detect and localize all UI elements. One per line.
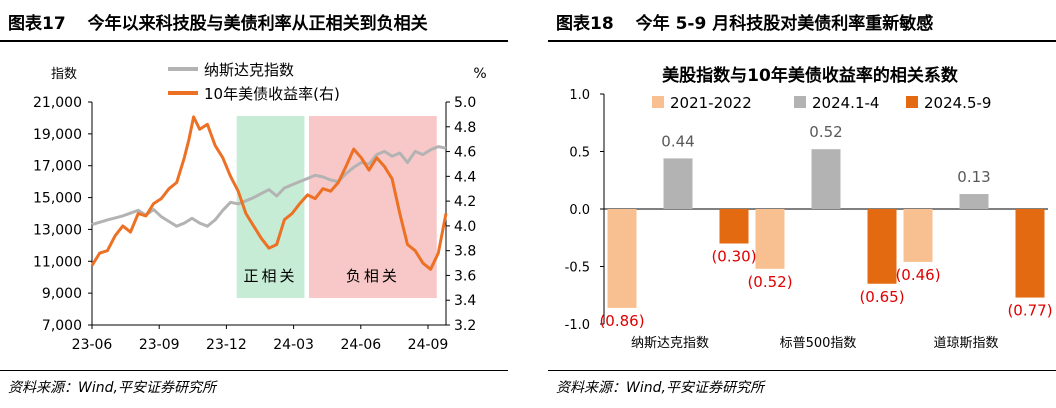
right-bar-chart: 美股指数与10年美债收益率的相关系数 2021-2022 2024.1-4 2024.…: [565, 65, 1053, 351]
right-header-rule: [548, 40, 1056, 42]
y-tick-label-2: 0.0: [569, 203, 590, 218]
y-left-tick-label-0: 7,000: [42, 318, 82, 334]
legend-swatch-1: [794, 96, 806, 108]
legend-label-0: 2021-2022: [670, 94, 752, 112]
bar-0-2: [719, 209, 749, 244]
category-label-2: 道琼斯指数: [933, 336, 998, 351]
y-tick-label-3: -0.5: [565, 261, 590, 276]
data-label-0-1: 0.44: [661, 132, 694, 150]
shaded-region-1: [309, 116, 437, 298]
left-figure-number: 图表17: [8, 14, 66, 34]
y-tick-label-0: 1.0: [569, 88, 590, 103]
y-right-tick-label-7: 4.6: [454, 145, 476, 161]
bar-1-0: [755, 209, 785, 269]
x-tick-label-2: 23-12: [206, 337, 247, 353]
left-figure-header: 图表17 今年以来科技股与美债利率从正相关到负相关: [0, 0, 508, 40]
bar-1-2: [867, 209, 897, 284]
right-figure-number: 图表18: [556, 14, 614, 34]
data-label-2-0: (0.46): [895, 266, 940, 284]
legend-label-1: 2024.1-4: [812, 94, 879, 112]
y-left-tick-label-2: 11,000: [33, 254, 82, 270]
right-figure-panel: 图表18 今年 5-9 月科技股对美债利率重新敏感 美股指数与10年美债收益率的相…: [548, 0, 1056, 408]
y-left-tick-label-1: 9,000: [42, 286, 82, 302]
bar-0-1: [663, 158, 693, 209]
data-label-2-2: (0.77): [1007, 302, 1052, 320]
right-source-note: 资料来源：Wind,平安证券研究所: [556, 380, 764, 396]
y-right-tick-label-0: 3.2: [454, 318, 476, 334]
y-right-tick-label-5: 4.2: [454, 194, 476, 210]
x-tick-label-0: 23-06: [72, 337, 113, 353]
data-label-0-2: (0.30): [711, 248, 756, 266]
category-label-1: 标普500指数: [780, 336, 857, 351]
region-label-1: 负相关: [346, 267, 400, 285]
legend-swatch-0: [652, 96, 664, 108]
left-header-rule: [0, 40, 508, 42]
y-right-tick-label-2: 3.6: [454, 268, 476, 284]
y-right-tick-label-3: 3.8: [454, 244, 476, 260]
right-footer-rule: [548, 370, 1056, 371]
legend-label-2: 2024.5-9: [924, 94, 991, 112]
y-tick-label-1: 0.5: [569, 146, 590, 161]
category-label-0: 纳斯达克指数: [631, 336, 709, 351]
y-left-tick-label-4: 15,000: [33, 191, 82, 207]
y-left-tick-label-7: 21,000: [33, 95, 82, 111]
left-figure-panel: 图表17 今年以来科技股与美债利率从正相关到负相关 正相关 负相关 7,000 9,00…: [0, 0, 508, 408]
legend-label-0: 纳斯达克指数: [204, 61, 294, 79]
x-tick-label-1: 23-09: [139, 337, 180, 353]
data-label-1-0: (0.52): [747, 273, 792, 291]
bar-1-1: [811, 149, 841, 209]
bar-0-0: [607, 209, 637, 308]
legend-label-1: 10年美债收益率(右): [204, 85, 340, 103]
left-figure-caption: 今年以来科技股与美债利率从正相关到负相关: [87, 14, 428, 34]
y-right-unit-label: %: [473, 66, 486, 82]
y-left-tick-label-6: 19,000: [33, 127, 82, 143]
y-left-unit-label: 指数: [51, 67, 77, 82]
data-label-2-1: 0.13: [957, 168, 990, 186]
data-label-0-0: (0.86): [599, 312, 644, 330]
shaded-region-0: [236, 116, 305, 298]
bar-2-2: [1015, 209, 1045, 298]
y-tick-label-4: -1.0: [565, 318, 590, 333]
left-line-chart: 正相关 负相关 7,000 9,000 11,000 13,000 15,000 17,000…: [33, 61, 487, 353]
bar-2-0: [903, 209, 933, 262]
y-left-tick-label-3: 13,000: [33, 222, 82, 238]
y-right-tick-label-8: 4.8: [454, 120, 476, 136]
data-label-1-1: 0.52: [809, 123, 842, 141]
left-source-note: 资料来源：Wind,平安证券研究所: [8, 380, 216, 396]
left-figure-title: 图表17 今年以来科技股与美债利率从正相关到负相关: [8, 9, 428, 34]
left-footer-rule: [0, 370, 508, 371]
y-left-tick-label-5: 17,000: [33, 159, 82, 175]
right-figure-caption: 今年 5-9 月科技股对美债利率重新敏感: [635, 14, 934, 34]
bar-chart-title: 美股指数与10年美债收益率的相关系数: [662, 65, 959, 86]
region-label-0: 正相关: [244, 267, 298, 285]
x-tick-label-5: 24-09: [408, 337, 449, 353]
legend-swatch-2: [906, 96, 918, 108]
series-line-1: [90, 115, 448, 271]
right-figure-header: 图表18 今年 5-9 月科技股对美债利率重新敏感: [548, 0, 1056, 40]
y-right-tick-label-9: 5.0: [454, 95, 476, 111]
bar-2-1: [959, 194, 989, 209]
x-tick-label-3: 24-03: [273, 337, 314, 353]
x-tick-label-4: 24-06: [340, 337, 381, 353]
y-right-tick-label-4: 4.0: [454, 219, 476, 235]
y-right-tick-label-6: 4.4: [454, 169, 476, 185]
data-label-1-2: (0.65): [859, 288, 904, 306]
right-figure-title: 图表18 今年 5-9 月科技股对美债利率重新敏感: [556, 9, 933, 34]
y-right-tick-label-1: 3.4: [454, 293, 476, 309]
series-line-0: [91, 145, 447, 228]
